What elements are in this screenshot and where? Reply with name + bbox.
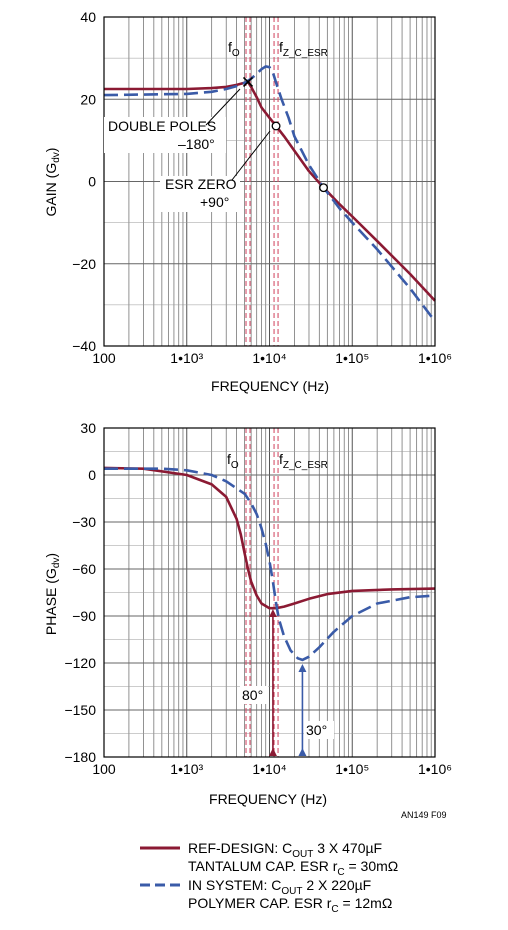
y-tick-label: −150 bbox=[64, 702, 96, 718]
esr-zero-text: ESR ZERO bbox=[165, 176, 237, 192]
phase-margin-arrows bbox=[268, 609, 307, 756]
phase-margin-sys-label: 30° bbox=[306, 722, 327, 738]
x-tick-label: 1•10⁵ bbox=[335, 761, 369, 777]
phase-fz-label: fZ_C_ESR bbox=[279, 451, 328, 471]
figure-id: AN149 F09 bbox=[401, 810, 447, 820]
legend-ref-line1: REF-DESIGN: COUT 3 X 470µF bbox=[188, 840, 382, 860]
y-tick-label: 0 bbox=[88, 467, 96, 483]
x-tick-label: 1•10⁶ bbox=[418, 350, 452, 366]
x-tick-label: 1•10⁴ bbox=[252, 350, 286, 366]
y-tick-label: −30 bbox=[72, 514, 96, 530]
x-tick-label: 1•10⁴ bbox=[252, 761, 286, 777]
legend-sys-line1: IN SYSTEM: COUT 2 X 220µF bbox=[188, 877, 371, 897]
series-line-ref-design bbox=[104, 80, 436, 302]
gain-f0-label: fO bbox=[228, 39, 240, 59]
y-tick-label: −120 bbox=[64, 655, 96, 671]
gain-plot-frame bbox=[103, 16, 436, 347]
y-tick-label: 40 bbox=[80, 9, 96, 25]
legend: REF-DESIGN: COUT 3 X 470µF TANTALUM CAP.… bbox=[140, 840, 398, 915]
legend-ref-line2: TANTALUM CAP. ESR rC = 30mΩ bbox=[188, 858, 398, 878]
series-line-ref-design bbox=[103, 466, 436, 610]
phase-x-ticks: 100 1•10³ 1•10⁴ 1•10⁵ 1•10⁶ bbox=[92, 761, 452, 777]
double-poles-point bbox=[242, 76, 254, 88]
x-tick-label: 100 bbox=[92, 350, 116, 366]
phase-x-axis-label: FREQUENCY (Hz) bbox=[209, 791, 327, 807]
gain-marker-lines bbox=[245, 17, 279, 346]
y-tick-label: 20 bbox=[80, 91, 96, 107]
y-tick-label: −40 bbox=[72, 338, 96, 354]
y-tick-label: −20 bbox=[72, 256, 96, 272]
phase-chart: −180 −150 −120 −90 −60 −30 0 30 100 1•10³ 1•10⁴ 1•… bbox=[43, 420, 452, 807]
x-tick-label: 1•10⁵ bbox=[335, 350, 369, 366]
crossing-point bbox=[319, 183, 329, 193]
x-tick-label: 100 bbox=[92, 761, 116, 777]
double-poles-degree: –180° bbox=[178, 136, 215, 152]
double-poles-annotation: DOUBLE POLES –180° bbox=[104, 88, 241, 153]
phase-grid bbox=[103, 427, 435, 758]
esr-zero-annotation: ESR ZERO +90° bbox=[160, 130, 271, 212]
phase-series bbox=[103, 466, 436, 662]
gain-series bbox=[103, 65, 437, 323]
series-line-in-system bbox=[103, 65, 437, 323]
y-tick-label: −60 bbox=[72, 561, 96, 577]
y-tick-label: −180 bbox=[64, 749, 96, 765]
esr-zero-leader bbox=[231, 130, 271, 181]
gain-fz-label: fZ_C_ESR bbox=[279, 39, 328, 59]
gain-x-ticks: 100 1•10³ 1•10⁴ 1•10⁵ 1•10⁶ bbox=[92, 350, 452, 366]
x-tick-label: 1•10⁶ bbox=[418, 761, 452, 777]
x-tick-label: 1•10³ bbox=[170, 761, 203, 777]
phase-y-axis-label: PHASE (Gdv) bbox=[43, 553, 62, 635]
legend-sys-line2: POLYMER CAP. ESR rC = 12mΩ bbox=[188, 895, 392, 915]
gain-points bbox=[242, 76, 329, 193]
y-tick-label: 0 bbox=[88, 174, 96, 190]
gain-y-axis-label: GAIN (Gdv) bbox=[43, 148, 62, 217]
double-poles-text: DOUBLE POLES bbox=[108, 118, 216, 134]
gain-x-axis-label: FREQUENCY (Hz) bbox=[211, 378, 329, 394]
esr-zero-point bbox=[271, 121, 281, 131]
phase-plot-frame bbox=[103, 427, 436, 758]
phase-margin-ref-label: 80° bbox=[242, 687, 263, 703]
esr-zero-degree: +90° bbox=[200, 194, 229, 210]
gain-chart: −40 −20 0 20 40 100 1•10³ 1•10⁴ 1•10⁵ 1•10⁶ FREQ… bbox=[43, 9, 452, 394]
y-tick-label: 30 bbox=[80, 420, 96, 436]
phase-f0-label: fO bbox=[227, 451, 239, 471]
series-line-in-system bbox=[104, 467, 436, 662]
gain-y-ticks: −40 −20 0 20 40 bbox=[72, 9, 96, 354]
phase-y-ticks: −180 −150 −120 −90 −60 −30 0 30 bbox=[64, 420, 96, 765]
x-tick-label: 1•10³ bbox=[170, 350, 203, 366]
y-tick-label: −90 bbox=[72, 608, 96, 624]
double-poles-leader bbox=[205, 88, 241, 126]
